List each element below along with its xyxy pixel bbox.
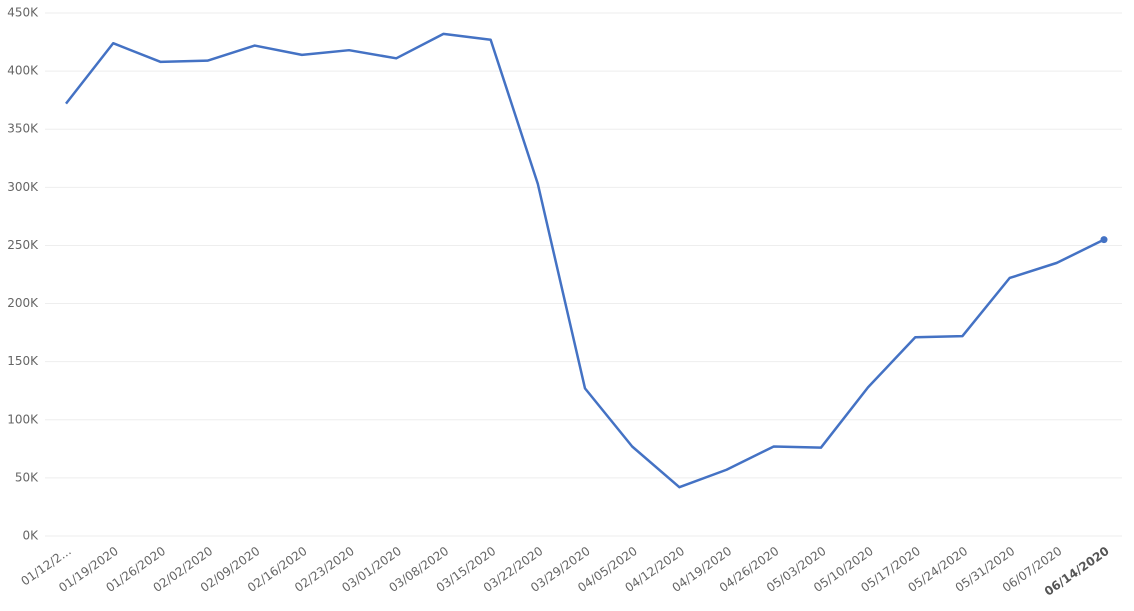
- data-line: [65, 32, 1105, 489]
- y-tick-label: 150K: [7, 354, 39, 368]
- y-tick-label: 250K: [7, 238, 39, 252]
- y-tick-label: 350K: [7, 122, 39, 136]
- y-tick-label: 300K: [7, 180, 39, 194]
- y-tick-label: 400K: [7, 64, 39, 78]
- point-marker: [1100, 236, 1108, 244]
- y-tick-label: 200K: [7, 296, 39, 310]
- y-tick-label: 100K: [7, 412, 39, 426]
- y-tick-label: 0K: [22, 529, 39, 543]
- y-tick-label: 450K: [7, 6, 39, 20]
- y-tick-label: 50K: [15, 470, 39, 484]
